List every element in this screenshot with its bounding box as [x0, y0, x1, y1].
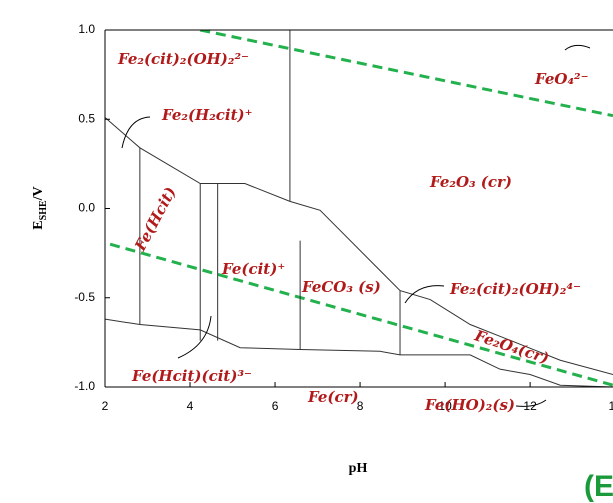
water-line — [109, 242, 613, 387]
y-label-main: E — [31, 220, 46, 229]
plot-area — [105, 30, 613, 387]
arrow — [177, 315, 212, 359]
arrow — [404, 285, 445, 304]
species-label: Fe₂O₃ (cr) — [429, 173, 512, 191]
x-tick-label: 6 — [272, 399, 279, 413]
species-label: FeCO₃ (s) — [301, 278, 381, 296]
arrow — [564, 44, 591, 51]
corner-label: (E — [584, 470, 613, 503]
species-label: Fe(Hcit)(cit)³⁻ — [131, 367, 252, 385]
water-line — [199, 30, 613, 118]
y-label-sub: SHE — [38, 200, 49, 220]
y-axis-label: ESHE/V — [31, 186, 49, 229]
y-label-unit: /V — [31, 186, 46, 201]
boundary-line — [105, 117, 613, 375]
y-tick-label: 0.0 — [78, 201, 95, 215]
x-tick-label: 14 — [608, 399, 613, 413]
x-tick-label: 2 — [102, 399, 109, 413]
species-label: Fe₂(H₂cit)⁺ — [161, 106, 253, 124]
x-tick-label: 10 — [438, 399, 452, 413]
x-tick-label: 4 — [187, 399, 194, 413]
species-label: Fe₂(cit)₂(OH)₂²⁻ — [117, 50, 249, 68]
y-tick-label: -1.0 — [74, 379, 95, 393]
x-axis-label: pH — [349, 461, 368, 476]
boundary-line — [105, 318, 613, 387]
species-label: FeO₄²⁻ — [534, 70, 589, 88]
x-tick-label: 8 — [357, 399, 364, 413]
arrow — [121, 116, 151, 149]
species-label: Fe(cit)⁺ — [221, 260, 285, 278]
species-label: Fe₂(cit)₂(OH)₂⁴⁻ — [449, 280, 581, 298]
x-tick-label: 12 — [523, 399, 537, 413]
y-tick-label: 1.0 — [78, 22, 95, 36]
y-tick-label: 0.5 — [78, 111, 95, 125]
species-label: Fe(cr) — [307, 388, 359, 406]
species-label: Fe(HO)₂(s) — [424, 396, 515, 414]
arrow — [515, 399, 547, 407]
species-label: Fe(Hcit) — [131, 184, 180, 255]
annotation-arrows — [121, 44, 591, 407]
y-tick-label: -0.5 — [74, 290, 95, 304]
